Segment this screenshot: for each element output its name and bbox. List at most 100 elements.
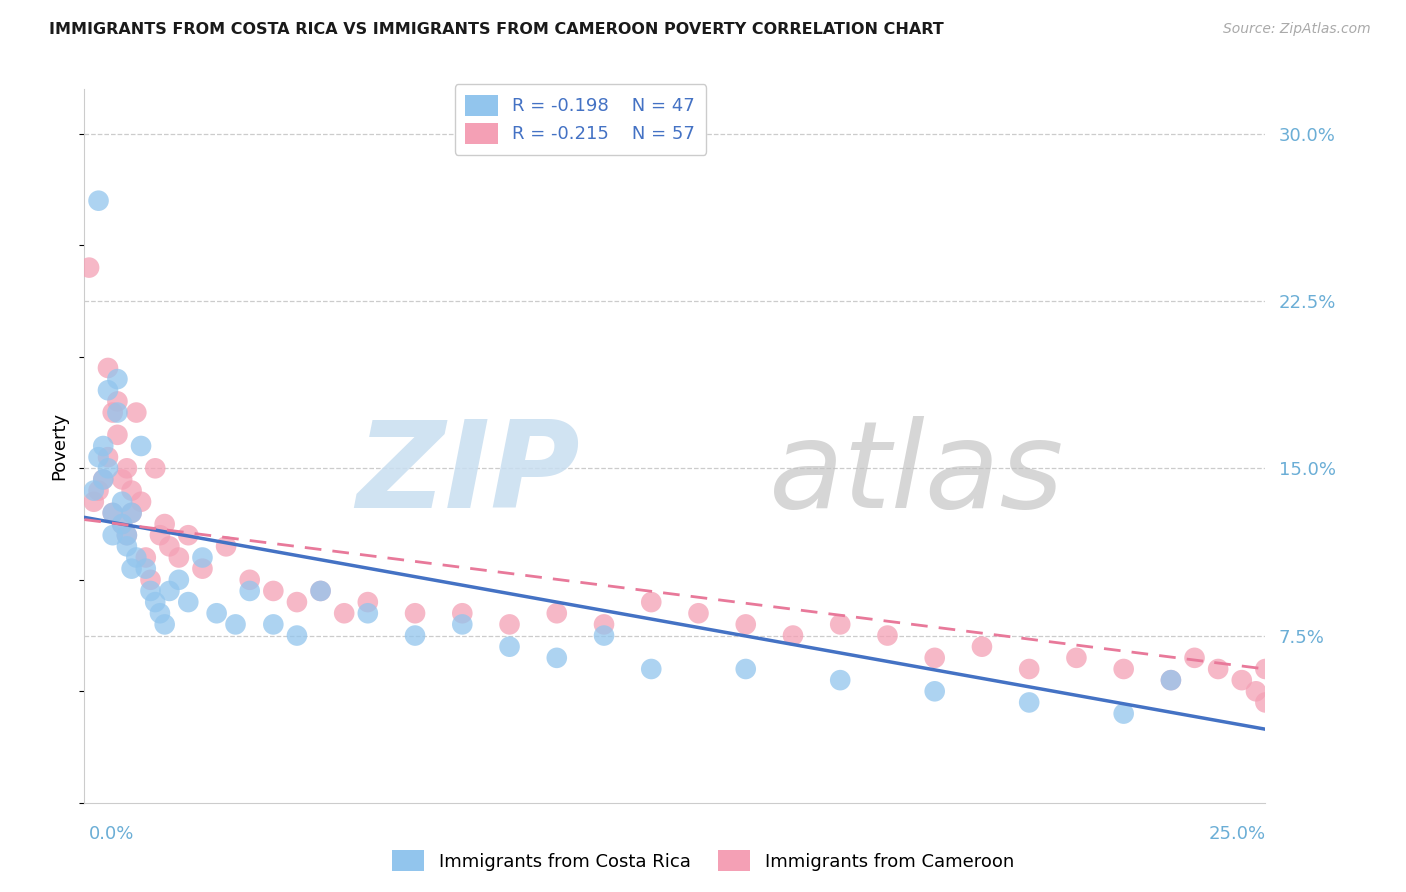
- Point: [121, 483, 143, 498]
- Text: ZIP: ZIP: [357, 416, 581, 533]
- Point: [1112, 706, 1135, 721]
- Point: [101, 506, 124, 520]
- Point: [239, 583, 262, 598]
- Point: [1066, 651, 1088, 665]
- Point: [135, 550, 157, 565]
- Point: [167, 550, 190, 565]
- Point: [640, 595, 662, 609]
- Point: [115, 528, 138, 542]
- Point: [167, 573, 190, 587]
- Point: [121, 562, 143, 576]
- Point: [451, 617, 474, 632]
- Point: [125, 405, 148, 420]
- Point: [177, 595, 200, 609]
- Point: [107, 372, 129, 386]
- Point: [83, 494, 105, 508]
- Point: [357, 607, 380, 621]
- Point: [157, 539, 180, 553]
- Point: [125, 550, 148, 565]
- Point: [546, 651, 568, 665]
- Point: [225, 617, 247, 632]
- Point: [1160, 673, 1182, 687]
- Point: [135, 562, 157, 576]
- Point: [1254, 696, 1277, 710]
- Point: [97, 461, 120, 475]
- Point: [111, 473, 134, 487]
- Point: [115, 461, 138, 475]
- Point: [115, 539, 138, 553]
- Point: [830, 617, 852, 632]
- Point: [111, 517, 134, 532]
- Point: [101, 506, 124, 520]
- Point: [157, 583, 180, 598]
- Point: [205, 607, 228, 621]
- Point: [876, 628, 898, 642]
- Point: [357, 595, 380, 609]
- Point: [1254, 662, 1277, 676]
- Point: [333, 607, 356, 621]
- Text: Source: ZipAtlas.com: Source: ZipAtlas.com: [1223, 22, 1371, 37]
- Point: [1018, 696, 1040, 710]
- Point: [924, 684, 946, 698]
- Point: [121, 506, 143, 520]
- Point: [107, 427, 129, 442]
- Point: [593, 628, 616, 642]
- Point: [91, 473, 114, 487]
- Point: [129, 439, 152, 453]
- Point: [139, 583, 162, 598]
- Point: [139, 573, 162, 587]
- Text: 25.0%: 25.0%: [1208, 825, 1265, 843]
- Point: [782, 628, 804, 642]
- Text: IMMIGRANTS FROM COSTA RICA VS IMMIGRANTS FROM CAMEROON POVERTY CORRELATION CHART: IMMIGRANTS FROM COSTA RICA VS IMMIGRANTS…: [49, 22, 943, 37]
- Point: [451, 607, 474, 621]
- Point: [77, 260, 100, 275]
- Point: [191, 550, 214, 565]
- Point: [111, 517, 134, 532]
- Point: [1230, 673, 1253, 687]
- Point: [262, 617, 284, 632]
- Point: [498, 617, 520, 632]
- Point: [87, 194, 110, 208]
- Point: [87, 450, 110, 465]
- Point: [143, 595, 166, 609]
- Point: [404, 607, 426, 621]
- Point: [97, 384, 120, 398]
- Point: [734, 662, 756, 676]
- Point: [1160, 673, 1182, 687]
- Legend: R = -0.198    N = 47, R = -0.215    N = 57: R = -0.198 N = 47, R = -0.215 N = 57: [454, 84, 706, 154]
- Point: [1018, 662, 1040, 676]
- Point: [129, 494, 152, 508]
- Point: [262, 583, 284, 598]
- Point: [91, 439, 114, 453]
- Text: atlas: atlas: [769, 416, 1064, 533]
- Point: [593, 617, 616, 632]
- Point: [191, 562, 214, 576]
- Point: [83, 483, 105, 498]
- Point: [97, 450, 120, 465]
- Point: [1112, 662, 1135, 676]
- Point: [285, 595, 308, 609]
- Point: [149, 607, 172, 621]
- Point: [107, 394, 129, 409]
- Point: [546, 607, 568, 621]
- Y-axis label: Poverty: Poverty: [51, 412, 69, 480]
- Point: [239, 573, 262, 587]
- Point: [970, 640, 993, 654]
- Point: [153, 517, 176, 532]
- Point: [177, 528, 200, 542]
- Point: [309, 583, 332, 598]
- Point: [498, 640, 520, 654]
- Point: [1206, 662, 1229, 676]
- Point: [149, 528, 172, 542]
- Point: [101, 405, 124, 420]
- Point: [404, 628, 426, 642]
- Point: [87, 483, 110, 498]
- Point: [111, 494, 134, 508]
- Point: [688, 607, 710, 621]
- Point: [830, 673, 852, 687]
- Point: [97, 360, 120, 375]
- Text: 0.0%: 0.0%: [89, 825, 134, 843]
- Point: [309, 583, 332, 598]
- Point: [734, 617, 756, 632]
- Point: [107, 405, 129, 420]
